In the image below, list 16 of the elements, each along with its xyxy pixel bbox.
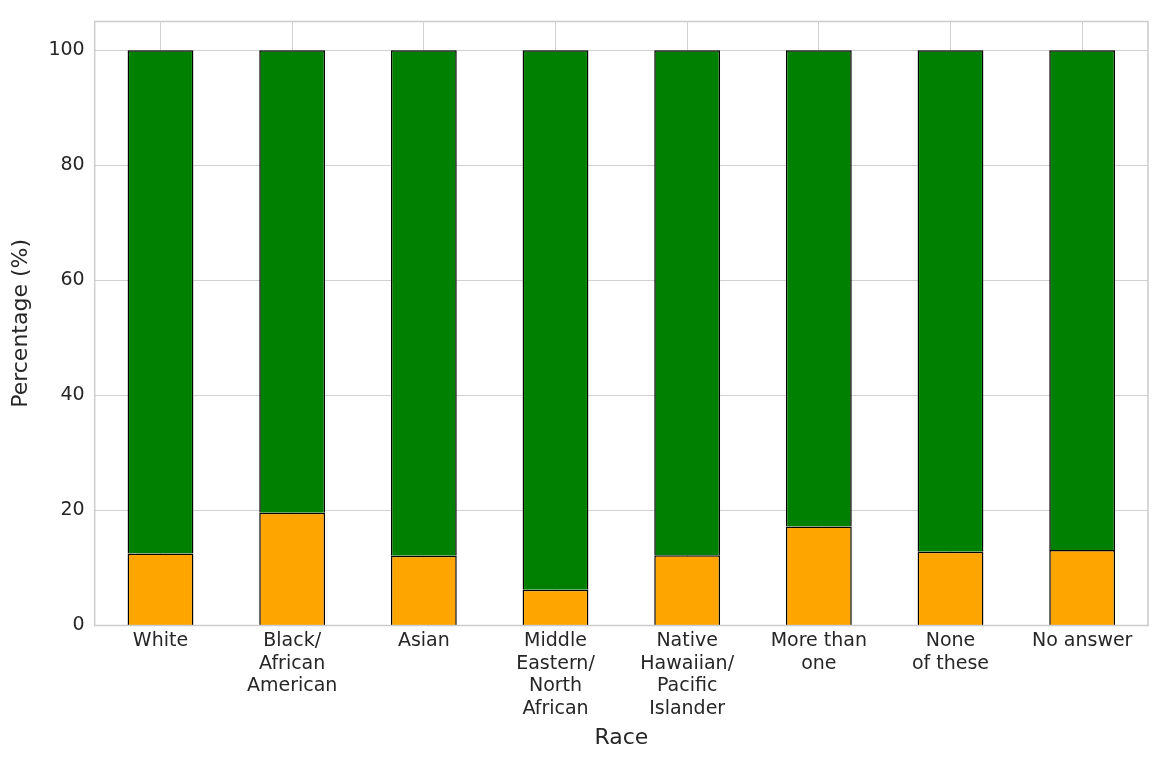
y-tick-label: 40 [60, 382, 85, 405]
y-tick-label: 80 [60, 152, 85, 175]
x-axis-title: Race [594, 723, 649, 749]
y-axis-title: Percentage (%) [6, 238, 32, 408]
x-tick-label: Middle Eastern/ North African [516, 627, 596, 719]
y-tick-label: 100 [48, 37, 85, 60]
x-tick-label: More than one [770, 627, 867, 673]
y-tick-label: 20 [60, 497, 85, 520]
x-tick-label: White [132, 627, 189, 650]
y-tick-label: 60 [60, 267, 85, 290]
x-tick-label: None of these [911, 627, 990, 673]
y-tick-label: 0 [72, 612, 85, 635]
x-tick-label: Asian [397, 627, 450, 650]
x-tick-label: Black/ African American [246, 627, 338, 696]
x-tick-label: Native Hawaiian/ Pacific Islander [640, 627, 735, 719]
x-tick-label: No answer [1031, 627, 1133, 650]
